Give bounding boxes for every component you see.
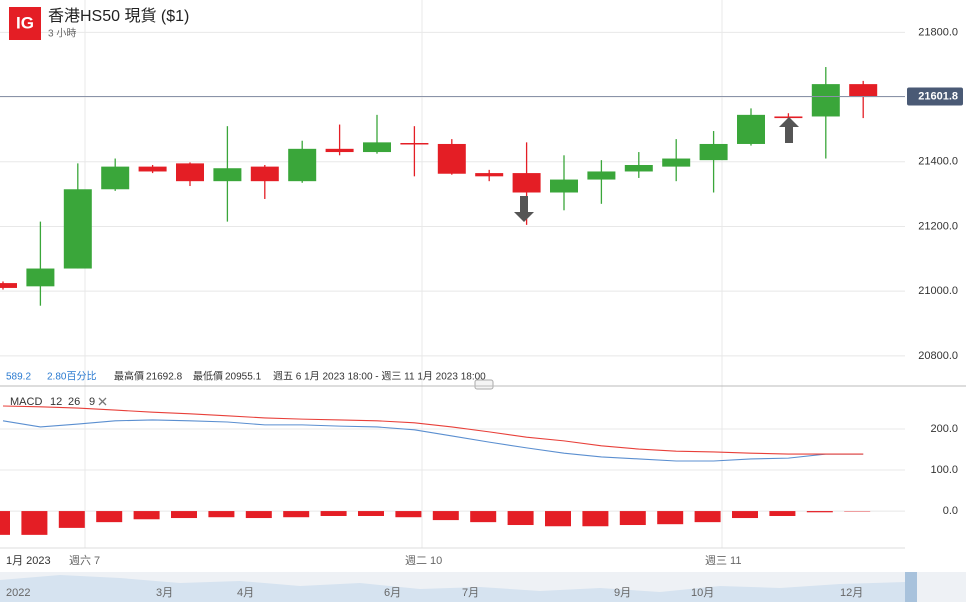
histogram-bar <box>96 511 123 523</box>
arrow <box>514 196 534 222</box>
arrow <box>779 117 799 143</box>
histogram-bar <box>0 511 10 535</box>
time-label: 週三 11 <box>705 554 741 567</box>
interval: 3 小時 <box>48 28 76 40</box>
histogram-bar <box>657 511 684 525</box>
candle-body <box>662 158 691 167</box>
macd-param: 12 <box>50 396 62 408</box>
y-tick-label: 20800.0 <box>918 350 958 362</box>
histogram-bar <box>283 511 310 518</box>
price-tag-label: 21601.8 <box>918 90 958 102</box>
nav-label: 9月 <box>614 587 631 599</box>
logo <box>9 7 41 40</box>
nav-label: 7月 <box>462 587 479 599</box>
candle-body <box>737 114 765 144</box>
candle-body <box>213 168 242 182</box>
candle-body <box>811 84 840 117</box>
time-label: 週二 10 <box>405 554 442 567</box>
histogram-bar <box>732 511 758 519</box>
y-tick-label: 200.0 <box>930 423 958 435</box>
histogram-bar <box>21 511 48 535</box>
nav-label: 6月 <box>384 587 401 599</box>
nav-label: 4月 <box>237 587 254 599</box>
histogram-bar <box>507 511 534 526</box>
histogram-bar <box>133 511 160 520</box>
candle-body <box>849 84 878 97</box>
histogram-bar <box>769 511 796 516</box>
y-tick-label: 21000.0 <box>918 285 958 297</box>
histogram-bar <box>358 511 384 516</box>
low-label: 最低價 <box>193 370 223 383</box>
macd-line <box>2 419 864 462</box>
candle-body <box>26 268 55 287</box>
logo-text: IG <box>16 13 34 32</box>
title: 香港HS50 現貨 ($1) <box>48 7 189 25</box>
y-tick-label: 21800.0 <box>918 26 958 38</box>
low: 20955.1 <box>225 372 262 383</box>
y-tick-label: 0.0 <box>943 505 958 517</box>
histogram-bar <box>395 511 422 518</box>
plot-layer: 21800.021600.021400.021200.021000.020800… <box>0 26 963 535</box>
candle-body <box>699 143 728 161</box>
candle-body <box>512 173 541 193</box>
price-tag <box>907 87 963 106</box>
nav-label: 2022 <box>6 587 30 599</box>
histogram-bar <box>171 511 197 519</box>
histogram-bar <box>545 511 571 527</box>
range: 週五 6 1月 2023 18:00 - 週三 11 1月 2023 18:00 <box>273 371 486 383</box>
histogram-bar <box>694 511 721 523</box>
time-label: 週六 7 <box>69 554 100 567</box>
candle-body <box>587 171 616 180</box>
histogram-bar <box>320 511 347 516</box>
y-tick-label: 100.0 <box>930 464 958 476</box>
nav-label: 3月 <box>156 587 173 599</box>
candle-body <box>774 116 803 119</box>
y-tick-label: 21200.0 <box>918 220 958 232</box>
candle-body <box>363 142 391 153</box>
candle-body <box>550 179 578 193</box>
close-icon[interactable] <box>98 397 107 406</box>
histogram-bar <box>432 511 459 521</box>
navigator-window[interactable] <box>905 572 917 602</box>
change-pct: 2.80百分比 <box>47 371 96 383</box>
candle-body <box>288 148 317 182</box>
candle-body <box>250 166 279 182</box>
candle-body <box>176 163 204 182</box>
histogram-bar <box>470 511 497 523</box>
high-label: 最高價 <box>114 370 144 383</box>
candle-body <box>101 166 130 190</box>
candle-body <box>437 143 466 174</box>
resize-handle[interactable] <box>474 379 494 390</box>
histogram-bar <box>245 511 272 519</box>
candle-body <box>400 143 429 145</box>
histogram-bar <box>619 511 646 526</box>
candle-body <box>475 173 504 177</box>
change: 589.2 <box>6 372 31 383</box>
histogram-bar <box>806 511 833 513</box>
y-tick-label: 21400.0 <box>918 156 958 168</box>
candle-body <box>63 189 92 269</box>
nav-label: 10月 <box>691 587 714 599</box>
high: 21692.8 <box>146 372 183 383</box>
candle-body <box>624 165 653 172</box>
candle-body <box>325 148 354 153</box>
macd-param: 26 <box>68 396 80 408</box>
macd-line <box>2 405 864 455</box>
nav-label: 12月 <box>840 587 863 599</box>
histogram-bar <box>58 511 85 528</box>
macd-title: MACD <box>10 396 42 408</box>
macd-param: 9 <box>89 396 95 408</box>
histogram-bar <box>582 511 609 527</box>
navigator-area <box>0 575 905 602</box>
candle-body <box>0 283 17 288</box>
candle-body <box>138 166 167 172</box>
time-label: 1月 2023 <box>6 555 51 567</box>
histogram-bar <box>208 511 235 518</box>
